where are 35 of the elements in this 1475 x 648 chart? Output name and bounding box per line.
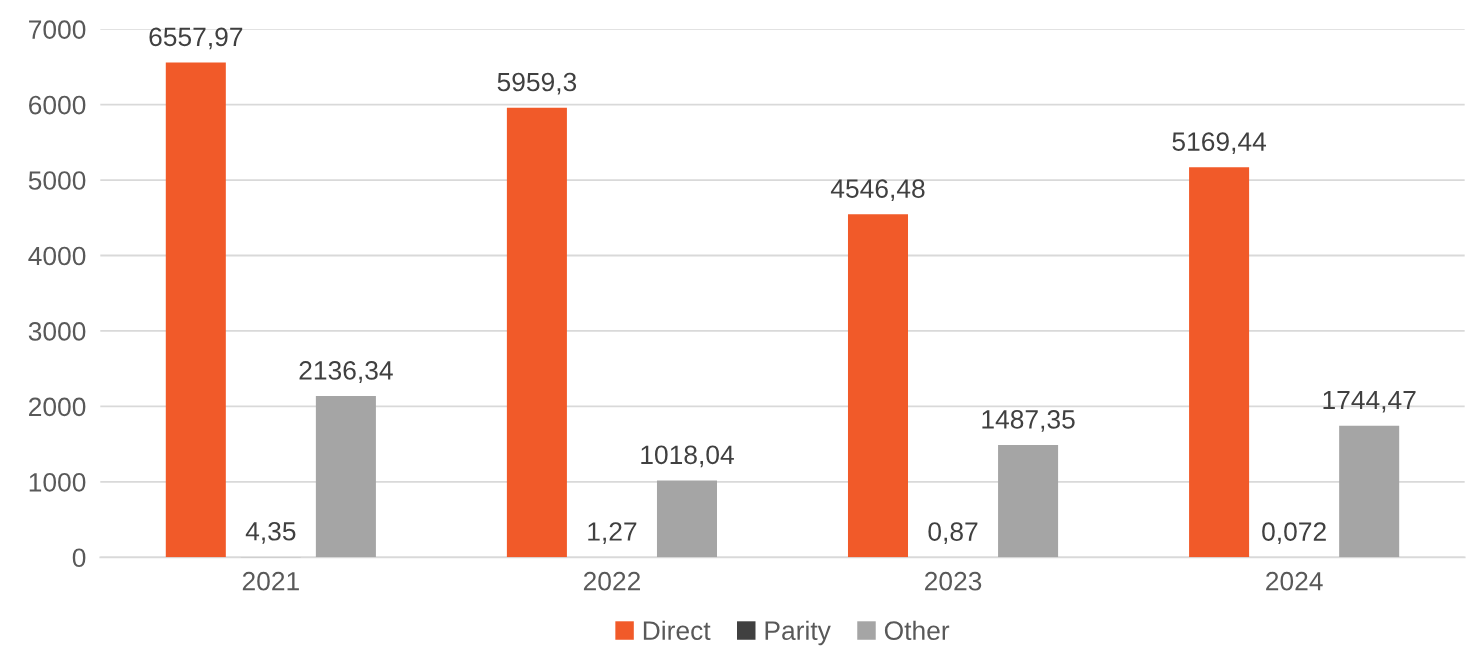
bar: [506, 107, 567, 558]
data-label: 1018,04: [641, 445, 734, 468]
y-tick-label: 3000: [28, 322, 86, 341]
legend-label: Other: [884, 620, 950, 641]
data-label: 0,072: [1262, 522, 1326, 545]
legend-label: Parity: [765, 620, 831, 646]
data-label: 5959,3: [497, 72, 577, 95]
bar: [656, 480, 717, 558]
bar: [315, 396, 376, 558]
legend-label: Direct: [643, 620, 711, 641]
x-tick-label: 2022: [583, 571, 640, 591]
bar: [998, 445, 1059, 558]
x-tick-label: 2023: [925, 571, 982, 591]
y-tick-label: 0: [72, 548, 86, 568]
y-tick-label: 4000: [28, 246, 86, 266]
bar: [165, 62, 226, 558]
bar: [1339, 425, 1400, 558]
data-label: 1,27: [588, 522, 637, 544]
data-label: 6557,97: [149, 27, 243, 50]
bar: [847, 214, 909, 558]
x-tick-label: 2024: [1266, 571, 1323, 591]
y-tick-label: 6000: [29, 95, 86, 115]
y-tick-label: 5000: [28, 171, 86, 190]
data-label: 5169,44: [1172, 132, 1267, 155]
data-label: 1744,47: [1323, 390, 1416, 413]
data-label: 4546,48: [830, 179, 925, 202]
x-tick-label: 2021: [242, 571, 299, 591]
y-tick-label: 2000: [29, 397, 86, 417]
y-tick-label: 7000: [29, 20, 86, 39]
data-label: 4,35: [245, 521, 296, 544]
bar: [1189, 167, 1250, 558]
data-label: 0,87: [928, 522, 978, 544]
data-label: 1487,35: [982, 410, 1075, 432]
y-tick-label: 1000: [29, 472, 86, 492]
data-label: 2136,34: [299, 361, 393, 383]
